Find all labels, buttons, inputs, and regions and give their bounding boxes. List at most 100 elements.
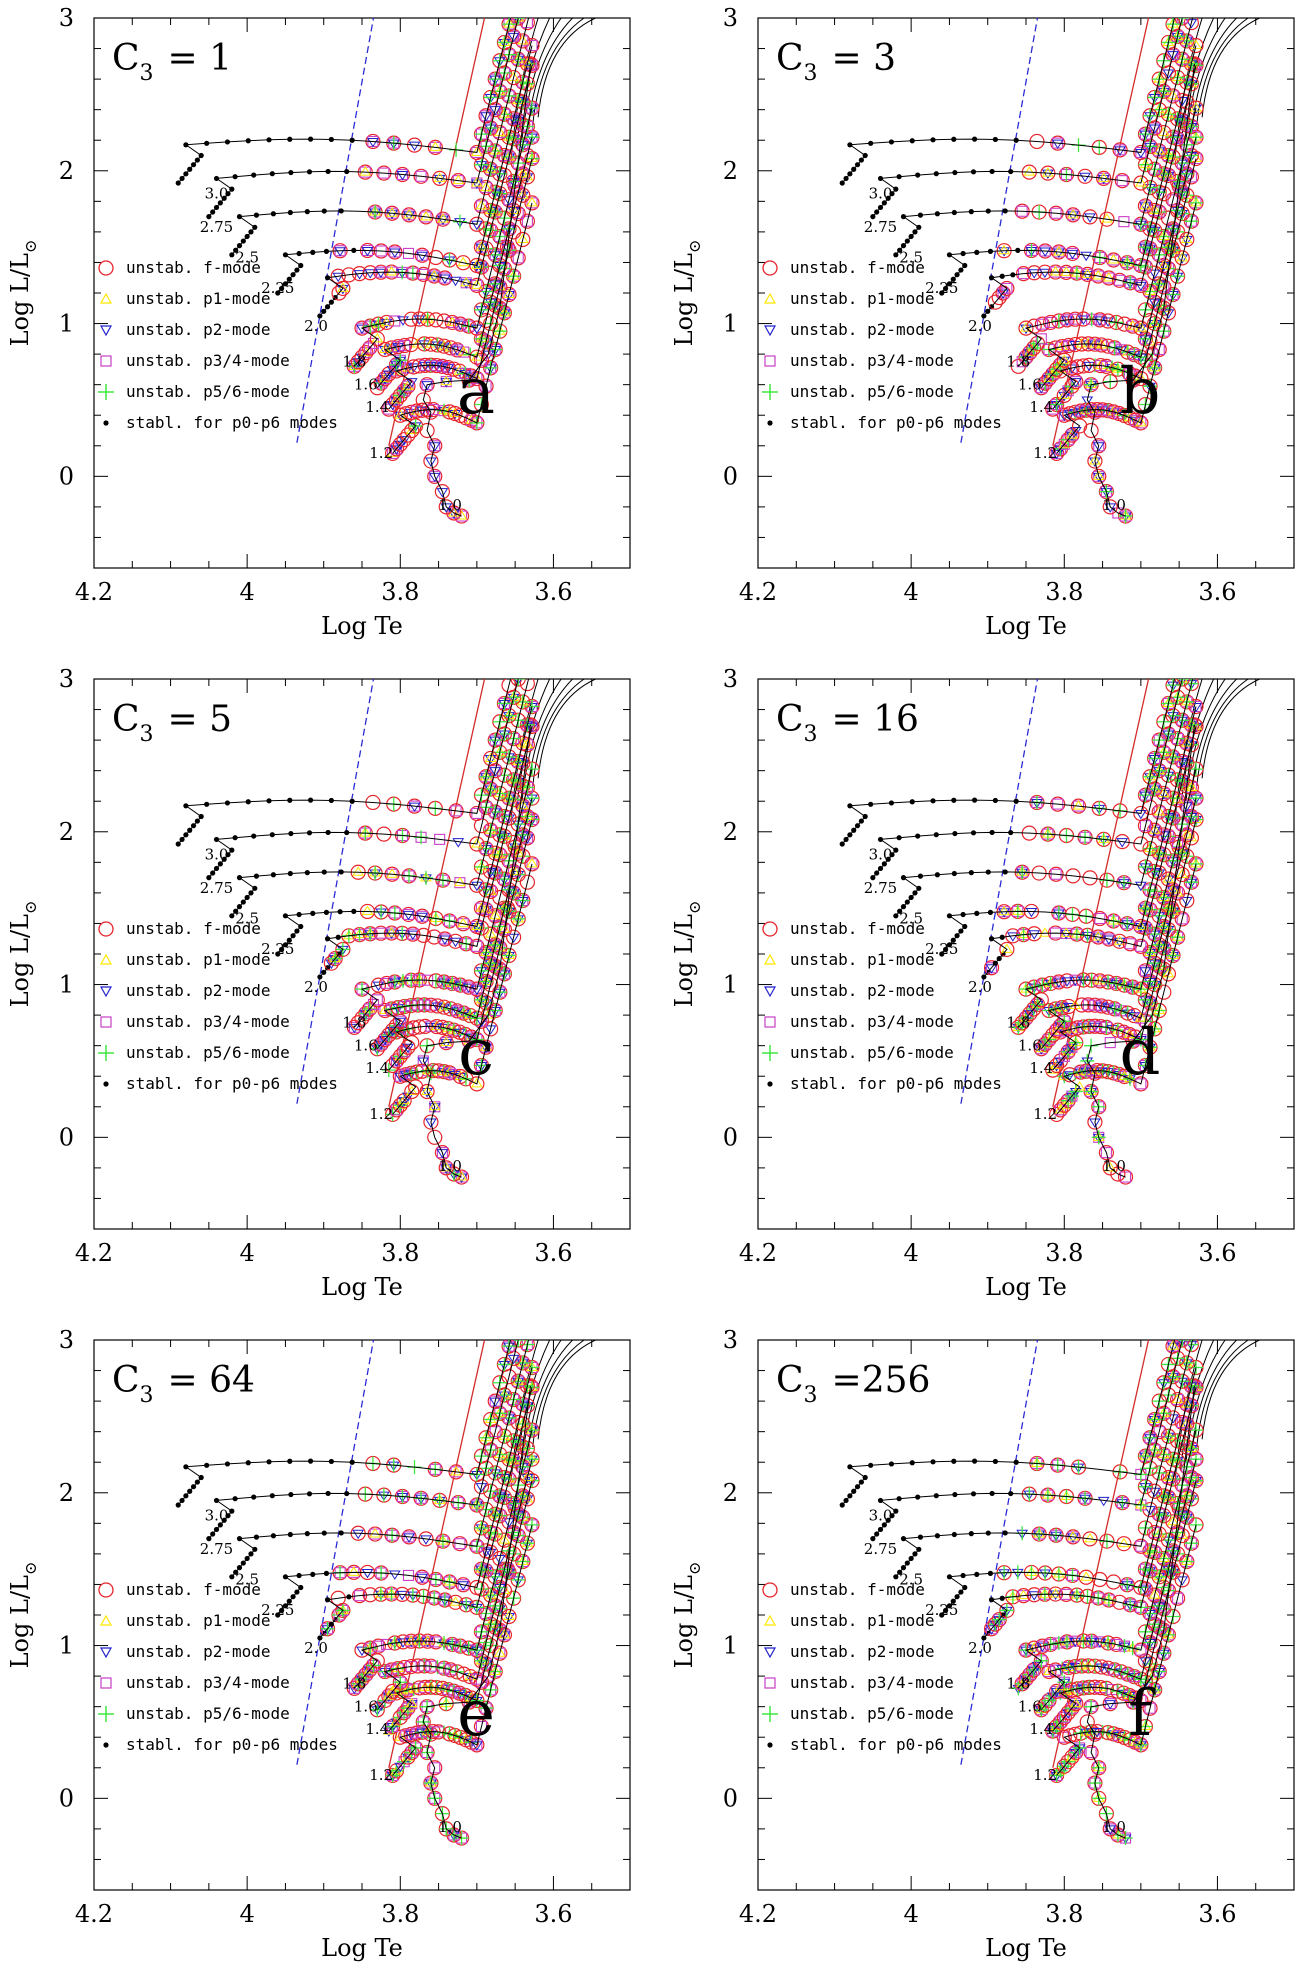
p2-mode-triangle: [1180, 236, 1193, 246]
f-mode-circle: [1070, 359, 1086, 375]
p2-mode-triangle: [1061, 977, 1073, 987]
p2-mode-triangle: [1080, 251, 1093, 262]
p2-mode-triangle: [1176, 758, 1189, 768]
f-mode-circle: [501, 679, 517, 693]
panel-letter: d: [1120, 1016, 1161, 1090]
f-mode-circle: [1133, 805, 1149, 822]
track-mass-label: 1.6: [354, 375, 378, 393]
f-mode-circle: [1174, 250, 1190, 266]
x-ticks: [93, 679, 631, 1229]
track-mass-label: 2.75: [200, 879, 233, 897]
p2-mode-triangle: [1104, 503, 1117, 513]
f-mode-circle: [524, 195, 540, 211]
p2-mode-triangle: [394, 1017, 407, 1028]
p2-mode-triangle: [405, 1637, 418, 1648]
p1-mode-triangle: [1186, 637, 1196, 645]
f-mode-circle: [411, 1680, 428, 1696]
p2-mode-triangle: [1050, 449, 1063, 460]
f-mode-circle: [1096, 170, 1112, 186]
f-mode-circle: [1189, 658, 1203, 672]
p2-mode-triangle: [428, 442, 441, 452]
f-mode-circle: [330, 268, 346, 284]
legend-p56-mode-icon: [762, 384, 778, 400]
legend-p2-mode-icon: [99, 986, 113, 998]
x-tick-label: 4: [904, 1900, 919, 1928]
y-tick-label: 1: [723, 1632, 738, 1660]
f-mode-circle: [1116, 316, 1133, 332]
track-mass-label: 3.0: [205, 845, 229, 863]
f-mode-circle: [370, 977, 387, 993]
p2-mode-triangle: [336, 284, 349, 295]
p2-mode-triangle: [470, 923, 483, 933]
p1-mode-triangle: [1190, 102, 1202, 112]
evolution-track: [841, 18, 1176, 184]
p2-mode-triangle: [1054, 1022, 1067, 1032]
legend-p1-mode-icon: [763, 292, 777, 304]
y-tick-label: 1: [59, 971, 74, 999]
blue-edge-line: [296, 18, 375, 443]
f-mode-circle: [448, 1464, 464, 1480]
f-mode-circle: [1133, 918, 1149, 935]
p2-mode-triangle: [363, 1666, 376, 1676]
p1-mode-triangle: [1173, 1, 1183, 9]
p2-mode-triangle: [1038, 268, 1051, 279]
f-mode-circle: [397, 337, 413, 354]
f-mode-circle: [1052, 1102, 1069, 1118]
p34-mode-square: [527, 0, 537, 9]
p1-mode-triangle: [421, 1085, 433, 1095]
f-mode-circle: [395, 1634, 411, 1650]
f-mode-circle: [1171, 660, 1185, 674]
p2-mode-triangle: [1081, 396, 1094, 406]
p2-mode-triangle: [997, 289, 1009, 299]
f-mode-circle: [1160, 966, 1177, 982]
p34-mode-square: [381, 1638, 393, 1650]
y-tick-label: 1: [723, 971, 738, 999]
f-mode-circle: [469, 277, 485, 293]
p1-mode-triangle: [1186, 607, 1196, 615]
track-mass-label: 1.4: [365, 1720, 389, 1738]
f-mode-circle: [434, 1145, 450, 1161]
evolution-track: [319, 1387, 533, 1639]
f-mode-circle: [388, 392, 405, 408]
f-mode-circle: [428, 1634, 444, 1650]
f-mode-circle: [525, 1278, 539, 1292]
p2-mode-triangle: [1162, 69, 1175, 79]
evolution-track: [1056, 863, 1197, 1115]
y-ticks: [94, 17, 630, 569]
p1-mode-triangle: [518, 0, 528, 3]
p1-mode-triangle: [1081, 268, 1094, 278]
p2-mode-triangle: [397, 316, 409, 326]
p34-mode-square: [1135, 940, 1147, 952]
x-axis-label: Log Te: [321, 1273, 403, 1301]
p1-mode-triangle: [1191, 0, 1201, 7]
p2-mode-triangle: [1182, 627, 1192, 635]
f-mode-circle: [507, 1321, 521, 1335]
f-mode-circle: [1099, 211, 1115, 227]
legend-f-mode-icon: [98, 260, 114, 276]
p2-mode-triangle: [388, 1570, 401, 1580]
f-mode-circle: [520, 1296, 534, 1310]
p1-mode-triangle: [1107, 254, 1120, 264]
f-mode-circle: [1065, 207, 1081, 223]
p1-mode-triangle: [1092, 270, 1105, 280]
p2-mode-triangle: [374, 268, 387, 279]
p2-mode-triangle: [1167, 886, 1179, 896]
f-mode-circle: [469, 1671, 485, 1687]
f-mode-circle: [1133, 1076, 1149, 1092]
f-mode-circle: [1062, 406, 1078, 422]
track-mass-label: 1.0: [1102, 1157, 1126, 1175]
p2-mode-triangle: [470, 324, 483, 335]
x-ticks: [757, 679, 1295, 1229]
p2-mode-triangle: [1058, 356, 1071, 367]
mode-symbols: [175, 1278, 540, 1846]
legend-p34-mode-icon: [764, 355, 776, 367]
p2-mode-triangle: [1148, 826, 1161, 837]
p1-mode-triangle: [436, 1682, 449, 1692]
f-mode-circle: [469, 918, 485, 935]
evolution-track: [1056, 202, 1197, 454]
p1-mode-triangle: [440, 375, 453, 386]
legend-label: stabl. for p0-p6 modes: [790, 1074, 1002, 1093]
p1-mode-triangle: [1182, 0, 1192, 3]
